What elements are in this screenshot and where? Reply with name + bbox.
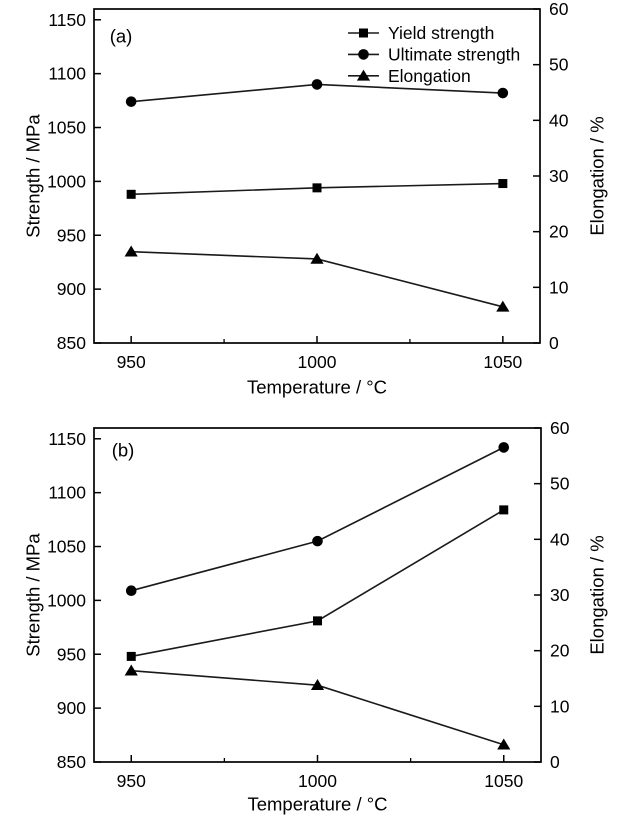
series-yield-strength-square-marker: [313, 616, 322, 626]
y-left-tick-label: 1050: [47, 537, 86, 557]
y-right-tick-label: 30: [549, 166, 569, 186]
series-ultimate-strength-circle-marker: [125, 585, 137, 596]
series-yield-strength-square-marker: [498, 179, 508, 189]
series-elongation-triangle-marker: [124, 664, 138, 676]
series-yield-strength-square-marker: [126, 189, 136, 199]
series-yield-strength-square-marker: [312, 183, 322, 193]
x-tick-label: 1000: [298, 352, 337, 372]
series-line-ultimate-strength: [131, 446, 505, 592]
y-left-tick-label: 1000: [47, 171, 86, 191]
y-left-tick-label: 1150: [48, 10, 86, 30]
panel-b: 850 900 950 1000 1050 1100 1150 0 10 20 30 40 50 60 95…: [0, 412, 627, 824]
legend-yield-strength-square-marker: [359, 28, 368, 38]
y-left-tick-label: 1100: [48, 64, 86, 84]
y-right-tick-label: 30: [550, 585, 570, 605]
y-left-axis-title: Strength / MPa: [23, 114, 44, 238]
y-left-tick-label: 1000: [47, 590, 86, 610]
y-left-tick-label: 850: [57, 333, 86, 353]
y-left-tick-label: 900: [57, 698, 86, 718]
y-right-tick-label: 50: [549, 55, 569, 75]
series-yield-strength-square-marker: [126, 651, 136, 661]
series-ultimate-strength-circle-marker: [312, 535, 323, 547]
y-right-tick-label: 10: [549, 277, 569, 297]
y-left-tick-label: 1150: [48, 429, 86, 449]
y-right-tick-label: 60: [550, 418, 570, 438]
x-tick-label: 950: [117, 771, 146, 791]
series-elongation-triangle-marker: [310, 252, 324, 264]
y-right-tick-label: 20: [550, 641, 570, 661]
legend-label-yield-strength: Yield strength: [388, 23, 494, 43]
y-right-tick-label: 0: [550, 752, 560, 772]
panel-b-chart: 850 900 950 1000 1050 1100 1150 0 10 20 30 40 50 60 95…: [23, 418, 608, 815]
series-elongation-triangle-marker: [310, 678, 325, 690]
x-tick-label: 1050: [484, 771, 523, 791]
series-elongation-triangle-marker: [496, 300, 510, 312]
y-left-axis-title: Strength / MPa: [23, 533, 44, 657]
plot-frame: [93, 427, 542, 763]
panel-label: (a): [110, 26, 133, 47]
legend-ultimate-strength-circle-marker: [358, 49, 369, 60]
y-right-tick-label: 10: [550, 696, 570, 716]
x-axis-title: Temperature / °C: [247, 377, 387, 398]
y-left-tick-label: 1100: [48, 483, 86, 503]
y-right-tick-label: 20: [549, 222, 569, 242]
legend-label-elongation: Elongation: [388, 66, 471, 86]
y-left-tick-label: 1050: [47, 118, 86, 138]
series-ultimate-strength-circle-marker: [125, 96, 137, 107]
y-right-tick-label: 40: [549, 110, 569, 130]
series-elongation-triangle-marker: [124, 245, 138, 257]
series-yield-strength-square-marker: [499, 505, 509, 515]
y-left-tick-label: 950: [57, 225, 86, 245]
series-ultimate-strength-circle-marker: [497, 87, 509, 99]
y-left-tick-label: 850: [57, 752, 86, 772]
x-tick-label: 1050: [483, 352, 522, 372]
panel-a-chart: 850 900 950 1000 1050 1100 1150 0 10 20 30 40 50 60 95…: [23, 0, 608, 398]
series-line-yield-strength: [131, 509, 505, 658]
x-tick-label: 1000: [298, 771, 337, 791]
y-left-tick-label: 900: [57, 279, 86, 299]
series-ultimate-strength-circle-marker: [311, 79, 323, 90]
y-right-tick-label: 50: [550, 474, 570, 494]
legend-elongation-triangle-marker: [356, 69, 371, 81]
legend-label-ultimate-strength: Ultimate strength: [388, 44, 520, 64]
y-right-tick-label: 40: [550, 529, 570, 549]
y-right-axis-title: Elongation / %: [587, 535, 608, 654]
y-right-tick-label: 60: [549, 0, 569, 19]
series-ultimate-strength-circle-marker: [498, 442, 510, 453]
y-left-tick-label: 950: [57, 644, 86, 664]
panel-label: (b): [112, 440, 135, 461]
panel-a: 850 900 950 1000 1050 1100 1150 0 10 20 30 40 50 60 95…: [23, 0, 608, 398]
x-axis-title: Temperature / °C: [247, 794, 387, 815]
y-right-axis-title: Elongation / %: [587, 116, 608, 235]
series-elongation-triangle-marker: [497, 738, 511, 750]
y-right-tick-label: 0: [549, 333, 559, 353]
x-tick-label: 950: [117, 352, 146, 372]
